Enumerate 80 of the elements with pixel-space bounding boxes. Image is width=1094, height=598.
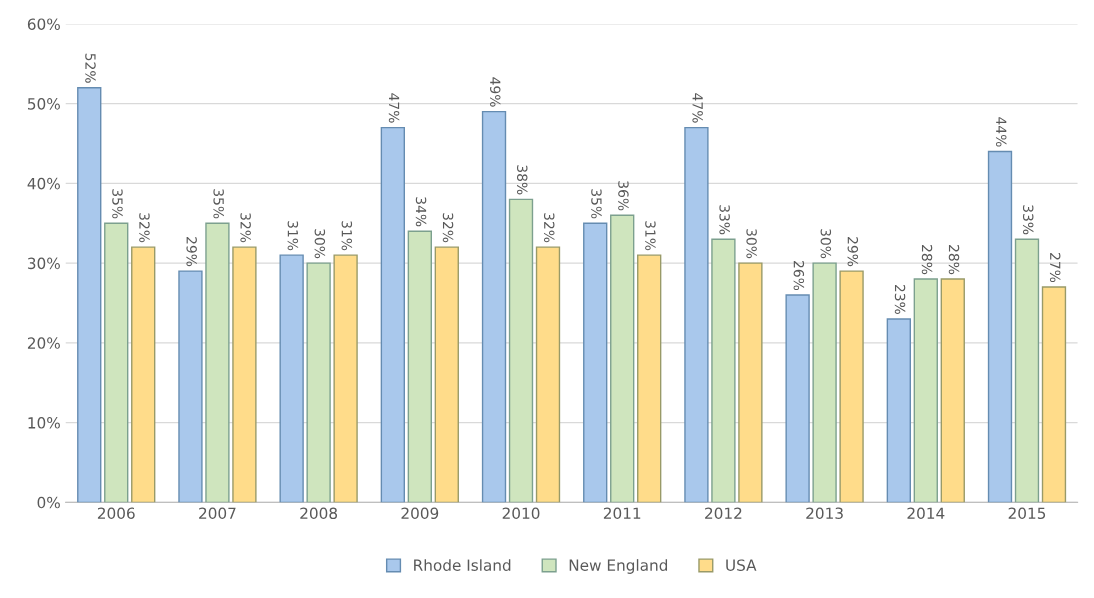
bar <box>232 246 257 503</box>
x-tick-label: 2008 <box>300 507 338 520</box>
data-label: 28% <box>921 245 933 275</box>
legend-label: USA <box>726 559 757 571</box>
data-label: 44% <box>995 117 1007 147</box>
bar <box>812 262 837 503</box>
bar <box>407 230 432 503</box>
y-tick-label: 60% <box>27 18 60 30</box>
bar <box>535 246 561 503</box>
data-label: 33% <box>719 205 730 235</box>
x-tick-label: 2015 <box>1008 507 1046 520</box>
legend-label: Rhode Island <box>414 559 511 571</box>
x-tick-label: 2007 <box>199 507 236 520</box>
bar <box>434 246 459 503</box>
bar <box>205 222 230 503</box>
bar <box>104 222 129 503</box>
data-label: 47% <box>692 93 703 123</box>
data-label: 34% <box>415 197 427 227</box>
bar <box>380 126 406 503</box>
data-label: 32% <box>139 213 150 243</box>
x-tick-label: 2010 <box>502 507 540 520</box>
bar <box>333 254 358 503</box>
data-label: 38% <box>516 165 528 195</box>
bar <box>131 246 156 503</box>
x-tick-label: 2014 <box>907 507 945 520</box>
data-label: 31% <box>341 221 353 251</box>
data-label: 35% <box>213 189 224 219</box>
bar <box>306 262 331 503</box>
bar <box>839 270 864 503</box>
legend-label: New England <box>569 559 668 574</box>
data-label: 30% <box>314 229 326 259</box>
x-tick-label: 2009 <box>401 507 439 520</box>
data-label: 27% <box>1049 253 1061 283</box>
x-tick-label: 2012 <box>705 507 742 520</box>
bar <box>711 238 736 503</box>
bar <box>1014 238 1040 503</box>
y-tick-label: 50% <box>28 98 60 110</box>
bar <box>940 278 965 503</box>
data-label: 47% <box>388 93 400 123</box>
bar <box>508 198 534 503</box>
y-tick-label: 30% <box>27 257 60 270</box>
bar <box>987 150 1013 503</box>
bar <box>637 254 662 503</box>
data-label: 23% <box>894 284 906 314</box>
bar <box>481 110 507 503</box>
x-tick-label: 2011 <box>603 507 641 520</box>
x-tick-label: 2013 <box>806 507 843 520</box>
data-label: 30% <box>746 229 757 259</box>
data-label: 28% <box>948 245 960 275</box>
data-label: 31% <box>645 221 656 251</box>
bar <box>738 262 763 503</box>
y-tick-label: 10% <box>28 417 60 429</box>
bar <box>610 214 635 503</box>
data-label: 26% <box>793 260 805 291</box>
y-tick-label: 20% <box>27 337 60 349</box>
bar <box>583 222 608 503</box>
y-tick-label: 0% <box>37 496 60 509</box>
data-label: 30% <box>820 229 832 259</box>
bar <box>178 270 203 503</box>
data-label: 52% <box>85 53 96 83</box>
data-label: 32% <box>543 213 555 243</box>
data-label: 31% <box>287 221 299 251</box>
bar <box>886 318 911 503</box>
data-label: 35% <box>112 189 123 219</box>
bar <box>279 254 304 503</box>
x-tick-label: 2006 <box>97 507 135 520</box>
data-label: 36% <box>618 181 629 211</box>
data-label: 35% <box>591 189 602 219</box>
data-label: 33% <box>1022 205 1034 235</box>
bar <box>684 126 709 503</box>
data-label: 29% <box>847 237 859 267</box>
bar <box>785 294 810 503</box>
bar <box>1041 286 1067 503</box>
data-label: 32% <box>442 213 454 243</box>
bar <box>913 278 938 503</box>
data-label: 29% <box>186 237 197 267</box>
data-label: 49% <box>490 77 501 107</box>
bar <box>77 87 102 503</box>
y-tick-label: 40% <box>27 177 60 190</box>
data-label: 32% <box>240 213 251 243</box>
